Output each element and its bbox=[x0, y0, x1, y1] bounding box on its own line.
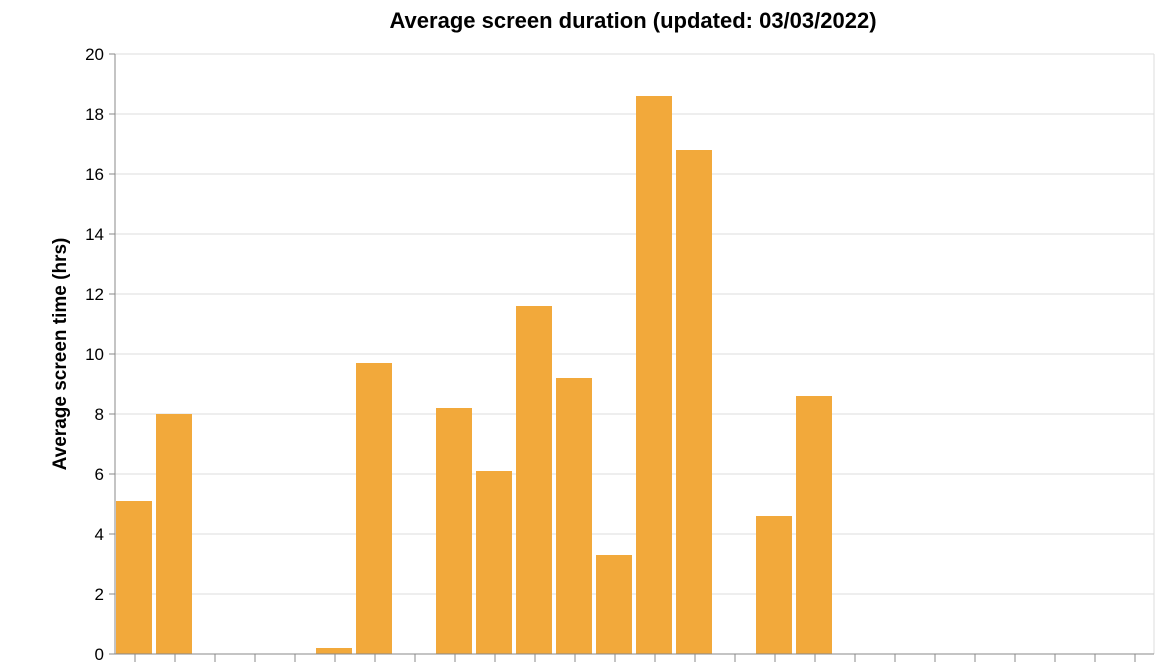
axes: 0 2 4 6 8 10 12 14 16 18 20 bbox=[85, 45, 1154, 664]
y-tick-label: 14 bbox=[85, 225, 104, 244]
bar bbox=[796, 396, 832, 654]
bar bbox=[476, 471, 512, 654]
y-tick-label: 20 bbox=[85, 45, 104, 64]
y-tick-label: 8 bbox=[95, 405, 104, 424]
y-axis-label: Average screen time (hrs) bbox=[50, 238, 71, 471]
y-tick-label: 18 bbox=[85, 105, 104, 124]
y-tick-label: 6 bbox=[95, 465, 104, 484]
chart-title: Average screen duration (updated: 03/03/… bbox=[389, 8, 876, 33]
bar bbox=[356, 363, 392, 654]
y-tick-label: 0 bbox=[95, 645, 104, 664]
bar bbox=[156, 414, 192, 654]
bar bbox=[556, 378, 592, 654]
bar bbox=[316, 648, 352, 654]
bar bbox=[636, 96, 672, 654]
bar bbox=[116, 501, 152, 654]
y-tick-label: 2 bbox=[95, 585, 104, 604]
y-tick-label: 4 bbox=[95, 525, 104, 544]
bars bbox=[116, 96, 832, 654]
bar bbox=[756, 516, 792, 654]
bar bbox=[676, 150, 712, 654]
grid-lines bbox=[115, 53, 1155, 654]
y-tick-label: 16 bbox=[85, 165, 104, 184]
bar bbox=[436, 408, 472, 654]
y-tick-label: 10 bbox=[85, 345, 104, 364]
bar bbox=[596, 555, 632, 654]
bar bbox=[516, 306, 552, 654]
y-tick-label: 12 bbox=[85, 285, 104, 304]
